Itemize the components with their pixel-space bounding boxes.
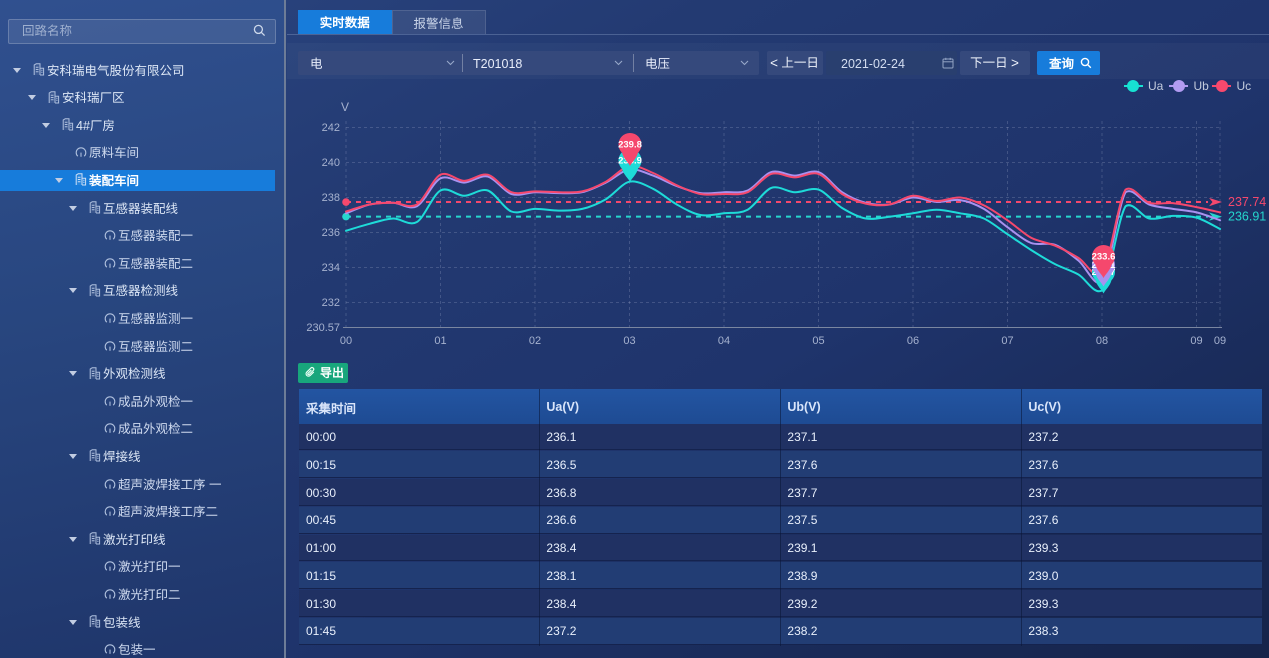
svg-text:240: 240 [322, 157, 340, 169]
svg-text:234: 234 [322, 262, 340, 274]
svg-text:02: 02 [529, 335, 541, 347]
svg-text:V: V [341, 100, 349, 114]
svg-text:242: 242 [322, 122, 340, 134]
svg-text:239.8: 239.8 [618, 140, 642, 151]
svg-text:00: 00 [340, 335, 352, 347]
svg-text:01: 01 [434, 335, 446, 347]
svg-text:05: 05 [812, 335, 824, 347]
svg-text:230.57: 230.57 [306, 322, 340, 334]
svg-text:09: 09 [1214, 335, 1226, 347]
svg-text:07: 07 [1001, 335, 1013, 347]
svg-text:09: 09 [1190, 335, 1202, 347]
svg-text:03: 03 [623, 335, 635, 347]
svg-text:06: 06 [907, 335, 919, 347]
svg-text:08: 08 [1096, 335, 1108, 347]
svg-text:237.74: 237.74 [1228, 195, 1266, 209]
svg-text:238: 238 [322, 192, 340, 204]
svg-text:236.91: 236.91 [1228, 210, 1266, 224]
svg-text:232: 232 [322, 297, 340, 309]
svg-text:233.6: 233.6 [1092, 252, 1116, 263]
svg-text:04: 04 [718, 335, 730, 347]
svg-text:236: 236 [322, 227, 340, 239]
